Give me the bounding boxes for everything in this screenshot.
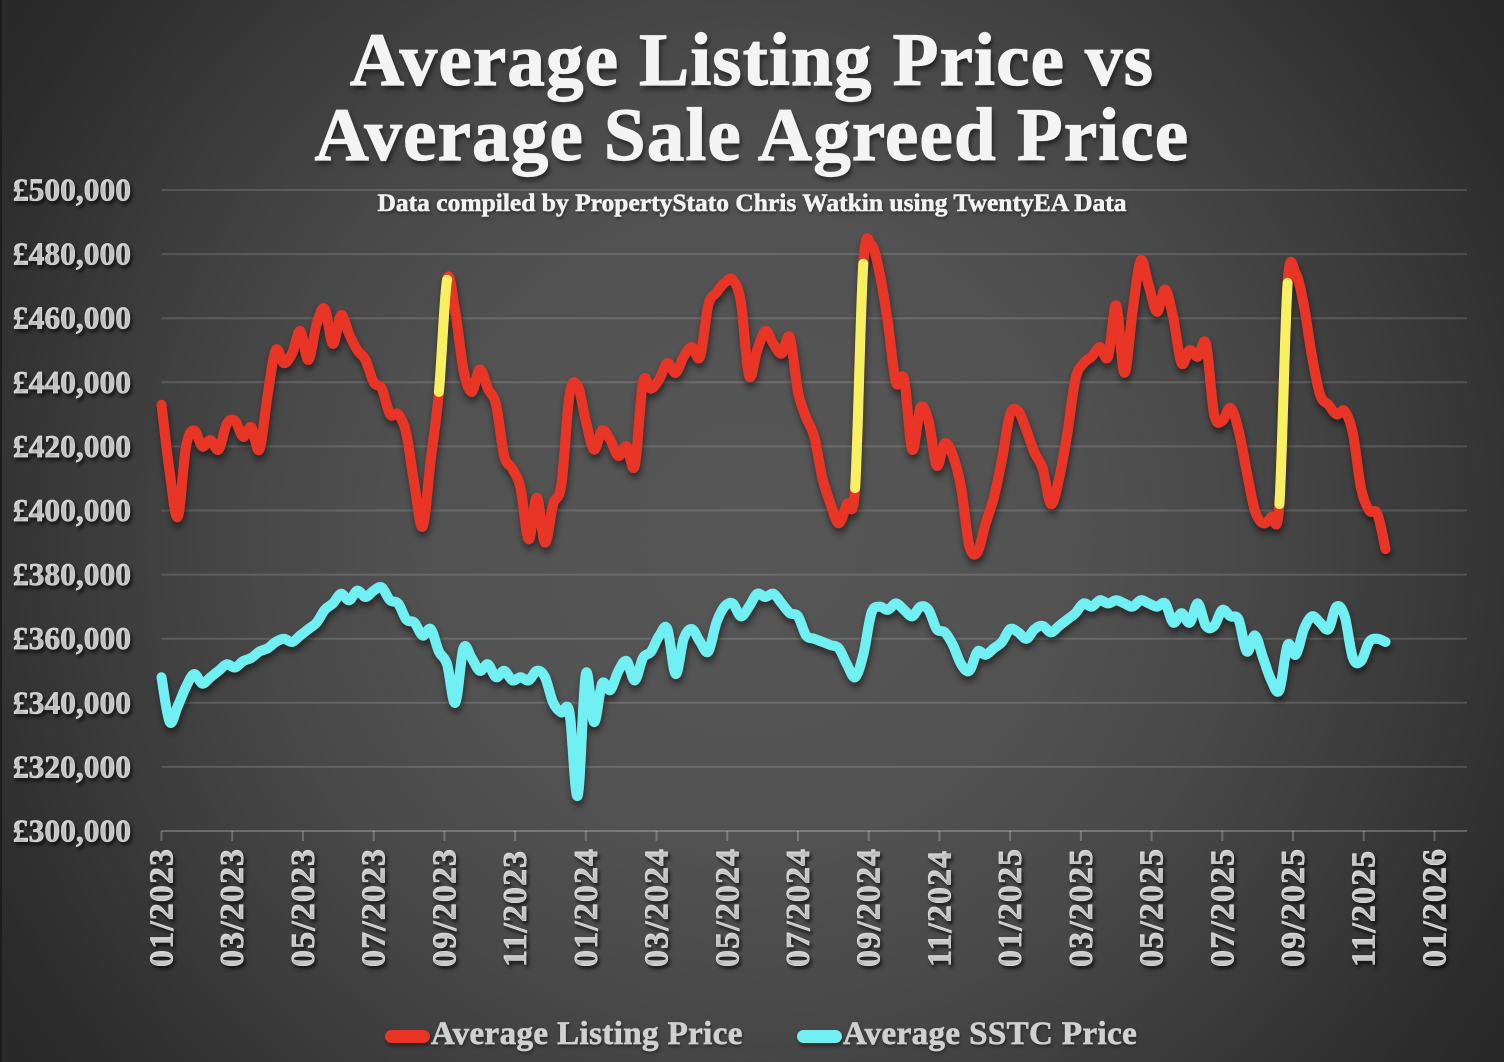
svg-text:09/2024: 09/2024 bbox=[851, 848, 888, 967]
svg-text:01/2025: 01/2025 bbox=[992, 848, 1029, 967]
svg-text:07/2023: 07/2023 bbox=[356, 848, 393, 967]
svg-text:03/2024: 03/2024 bbox=[639, 848, 676, 967]
svg-text:05/2025: 05/2025 bbox=[1134, 848, 1171, 967]
svg-text:07/2025: 07/2025 bbox=[1204, 848, 1241, 967]
svg-text:01/2026: 01/2026 bbox=[1417, 848, 1454, 967]
svg-text:03/2025: 03/2025 bbox=[1063, 848, 1100, 967]
svg-text:09/2023: 09/2023 bbox=[426, 848, 463, 967]
svg-text:11/2025: 11/2025 bbox=[1346, 850, 1383, 967]
svg-text:05/2023: 05/2023 bbox=[285, 848, 322, 967]
svg-text:£460,000: £460,000 bbox=[13, 301, 131, 336]
svg-text:05/2024: 05/2024 bbox=[709, 848, 746, 967]
svg-text:01/2024: 01/2024 bbox=[568, 848, 605, 967]
svg-text:£500,000: £500,000 bbox=[13, 173, 131, 208]
svg-text:11/2024: 11/2024 bbox=[921, 850, 958, 967]
svg-text:£420,000: £420,000 bbox=[13, 429, 131, 464]
svg-text:09/2025: 09/2025 bbox=[1275, 848, 1312, 967]
svg-text:11/2023: 11/2023 bbox=[497, 850, 534, 967]
svg-text:£440,000: £440,000 bbox=[13, 365, 131, 400]
svg-text:£320,000: £320,000 bbox=[13, 749, 131, 784]
svg-text:07/2024: 07/2024 bbox=[780, 848, 817, 967]
svg-text:£360,000: £360,000 bbox=[13, 621, 131, 656]
svg-text:£400,000: £400,000 bbox=[13, 493, 131, 528]
svg-text:03/2023: 03/2023 bbox=[214, 848, 251, 967]
svg-text:£380,000: £380,000 bbox=[13, 557, 131, 592]
svg-text:01/2023: 01/2023 bbox=[144, 848, 181, 967]
svg-text:£340,000: £340,000 bbox=[13, 685, 131, 720]
svg-text:£300,000: £300,000 bbox=[13, 814, 131, 849]
svg-text:£480,000: £480,000 bbox=[13, 237, 131, 272]
